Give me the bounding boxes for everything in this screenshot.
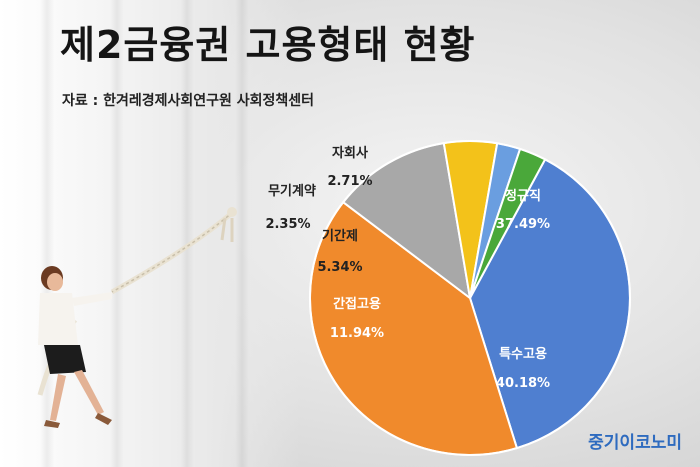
pie-outline <box>309 140 631 456</box>
chart-title: 제2금융권 고용형태 현황 <box>60 23 476 67</box>
slice-label-3: 기간제 <box>322 228 358 244</box>
curtain-decoration <box>0 0 300 467</box>
slice-label-5: 자회사 <box>332 145 368 161</box>
slice-value-0: 37.49% <box>496 217 550 232</box>
slice-value-3: 5.34% <box>317 260 362 275</box>
data-source: 자료 : 한겨레경제사회연구원 사회정책센터 <box>62 93 315 109</box>
brand-logo: 중기이코노미 <box>588 433 682 453</box>
slice-value-1: 40.18% <box>496 376 550 391</box>
slice-value-5: 2.71% <box>327 174 372 189</box>
slice-value-2: 11.94% <box>330 326 384 341</box>
pie-slices <box>308 139 631 456</box>
slice-label-4: 무기계약 <box>268 183 316 199</box>
slice-label-1: 특수고용 <box>499 346 547 362</box>
woman-pulling-rope-illustration <box>37 207 237 428</box>
slice-value-4: 2.35% <box>265 217 310 232</box>
slice-label-2: 간접고용 <box>333 296 381 312</box>
pie-labels: 정규직 37.49% 특수고용 40.18% 간접고용 11.94% 기간제 5.34% 무기계… <box>265 145 550 391</box>
slice-label-0: 정규직 <box>505 188 541 204</box>
